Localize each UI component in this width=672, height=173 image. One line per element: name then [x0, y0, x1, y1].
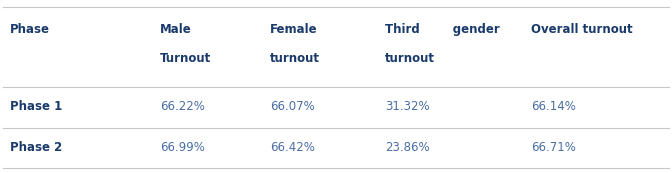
Text: Third        gender: Third gender — [385, 23, 500, 36]
Text: 66.14%: 66.14% — [531, 100, 576, 113]
Text: Phase 1: Phase 1 — [10, 100, 62, 113]
Text: 66.71%: 66.71% — [531, 141, 576, 154]
Text: 66.07%: 66.07% — [270, 100, 315, 113]
Text: Female: Female — [270, 23, 318, 36]
Text: 66.42%: 66.42% — [270, 141, 315, 154]
Text: turnout: turnout — [270, 52, 320, 65]
Text: 66.22%: 66.22% — [160, 100, 205, 113]
Text: 23.86%: 23.86% — [385, 141, 429, 154]
Text: Turnout: Turnout — [160, 52, 211, 65]
Text: Phase: Phase — [10, 23, 50, 36]
Text: Overall turnout: Overall turnout — [531, 23, 632, 36]
Text: 31.32%: 31.32% — [385, 100, 429, 113]
Text: 66.99%: 66.99% — [160, 141, 205, 154]
Text: Male: Male — [160, 23, 192, 36]
Text: Phase 2: Phase 2 — [10, 141, 62, 154]
Text: turnout: turnout — [385, 52, 435, 65]
